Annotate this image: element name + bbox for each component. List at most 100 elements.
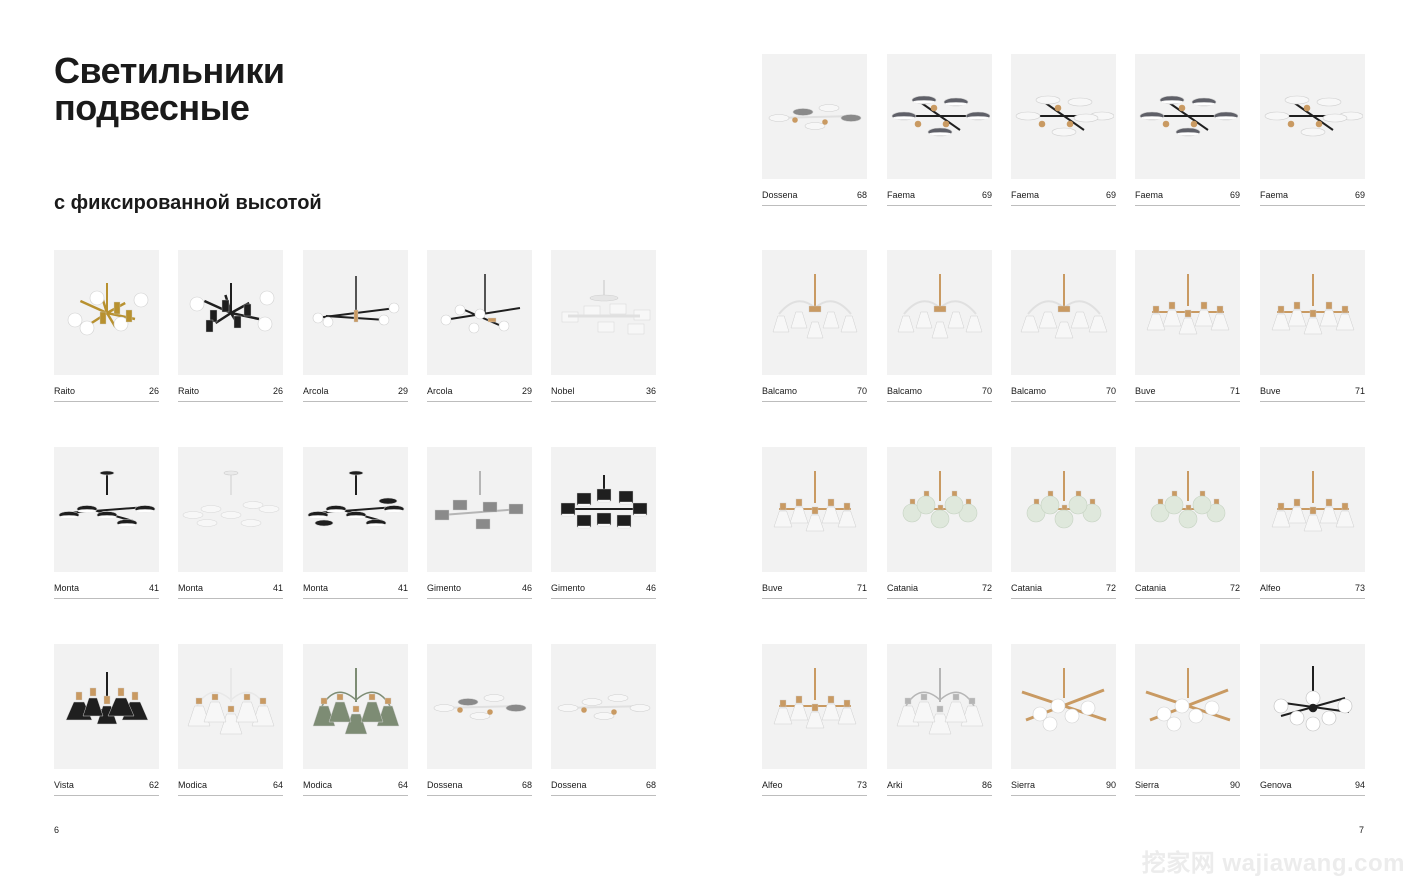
product-caption: Monta 41: [54, 583, 159, 599]
product-page: 29: [397, 386, 408, 396]
product-page: 72: [1229, 583, 1240, 593]
product-page: 94: [1354, 780, 1365, 790]
lamp-image: [312, 275, 399, 327]
product-name: Catania: [1011, 583, 1043, 593]
product-card[interactable]: Arki 86: [887, 644, 992, 796]
product-card[interactable]: Arcola 29: [303, 250, 408, 402]
product-card[interactable]: Modica 64: [178, 644, 283, 796]
lamp-image: [773, 470, 856, 531]
product-card[interactable]: Catania 72: [1011, 447, 1116, 599]
product-name: Gimento: [551, 583, 586, 593]
product-card[interactable]: Dossena 68: [551, 644, 656, 796]
product-card[interactable]: Dossena 68: [762, 54, 867, 206]
product-name: Gimento: [427, 583, 462, 593]
product-name: Arcola: [303, 386, 329, 396]
product-card[interactable]: Faema 69: [1260, 54, 1365, 206]
product-card[interactable]: Catania 72: [887, 447, 992, 599]
product-image: [1260, 644, 1365, 769]
product-caption: Catania 72: [1011, 583, 1116, 599]
product-caption: Nobel 36: [551, 386, 656, 402]
product-card[interactable]: Catania 72: [1135, 447, 1240, 599]
page-title-line-1: Светильники: [54, 50, 285, 91]
product-card[interactable]: Raito 26: [178, 250, 283, 402]
product-image: [54, 250, 159, 375]
lamp-image: [312, 667, 399, 734]
product-caption: Faema 69: [1011, 190, 1116, 206]
product-card[interactable]: Monta 41: [178, 447, 283, 599]
section-subtitle: с фиксированной высотой: [54, 192, 322, 214]
lamp-image: [67, 282, 148, 335]
product-image: [178, 644, 283, 769]
product-caption: Dossena 68: [762, 190, 867, 206]
product-card[interactable]: Modica 64: [303, 644, 408, 796]
product-image: [54, 644, 159, 769]
product-card[interactable]: Raito 26: [54, 250, 159, 402]
product-image: [54, 447, 159, 572]
product-caption: Sierra 90: [1011, 780, 1116, 796]
product-name: Alfeo: [762, 780, 783, 790]
product-name: Arcola: [427, 386, 453, 396]
product-caption: Monta 41: [178, 583, 283, 599]
product-card[interactable]: Sierra 90: [1135, 644, 1240, 796]
lamp-image: [1015, 95, 1114, 136]
product-page: 68: [645, 780, 656, 790]
product-page: 72: [981, 583, 992, 593]
lamp-image: [902, 470, 977, 528]
product-image: [1135, 447, 1240, 572]
product-card[interactable]: Genova 94: [1260, 644, 1365, 796]
product-card[interactable]: Gimento 46: [551, 447, 656, 599]
product-card[interactable]: Buve 71: [1135, 250, 1240, 402]
product-page: 29: [521, 386, 532, 396]
product-caption: Raito 26: [178, 386, 283, 402]
product-caption: Faema 69: [1135, 190, 1240, 206]
product-name: Faema: [1011, 190, 1040, 200]
product-card[interactable]: Arcola 29: [427, 250, 532, 402]
product-card[interactable]: Balcamo 70: [887, 250, 992, 402]
product-page: 72: [1105, 583, 1116, 593]
product-name: Monta: [303, 583, 329, 593]
product-card[interactable]: Faema 69: [887, 54, 992, 206]
product-image: [303, 644, 408, 769]
product-page: 71: [1229, 386, 1240, 396]
product-page: 71: [1354, 386, 1365, 396]
lamp-image: [772, 273, 857, 338]
product-card[interactable]: Alfeo 73: [1260, 447, 1365, 599]
product-card[interactable]: Faema 69: [1011, 54, 1116, 206]
product-card[interactable]: Faema 69: [1135, 54, 1240, 206]
product-page: 90: [1105, 780, 1116, 790]
product-name: Dossena: [427, 780, 463, 790]
product-image: [1260, 250, 1365, 375]
product-page: 69: [1105, 190, 1116, 200]
product-card[interactable]: Alfeo 73: [762, 644, 867, 796]
lamp-image: [1271, 470, 1354, 531]
product-card[interactable]: Buve 71: [1260, 250, 1365, 402]
product-name: Sierra: [1135, 780, 1160, 790]
product-name: Modica: [178, 780, 208, 790]
lamp-image: [1021, 667, 1106, 731]
product-card[interactable]: Monta 41: [54, 447, 159, 599]
watermark: 挖家网 wajiawang.com: [1141, 850, 1405, 877]
product-card[interactable]: Gimento 46: [427, 447, 532, 599]
lamp-image: [891, 95, 990, 136]
lamp-image: [182, 470, 279, 527]
product-card[interactable]: Balcamo 70: [762, 250, 867, 402]
product-card[interactable]: Sierra 90: [1011, 644, 1116, 796]
product-card[interactable]: Buve 71: [762, 447, 867, 599]
product-caption: Buve 71: [1135, 386, 1240, 402]
product-page: 69: [1354, 190, 1365, 200]
product-card[interactable]: Balcamo 70: [1011, 250, 1116, 402]
product-image: [427, 250, 532, 375]
product-caption: Genova 94: [1260, 780, 1365, 796]
product-page: 71: [856, 583, 867, 593]
lamp-image: [189, 282, 274, 332]
lamp-image: [896, 667, 983, 734]
lamp-image: [1139, 95, 1238, 136]
product-page: 73: [1354, 583, 1365, 593]
product-card[interactable]: Dossena 68: [427, 644, 532, 796]
product-card[interactable]: Vista 62: [54, 644, 159, 796]
product-card[interactable]: Monta 41: [303, 447, 408, 599]
product-card[interactable]: Nobel 36: [551, 250, 656, 402]
lamp-image: [1145, 667, 1230, 731]
product-caption: Catania 72: [887, 583, 992, 599]
lamp-image: [1146, 273, 1229, 334]
